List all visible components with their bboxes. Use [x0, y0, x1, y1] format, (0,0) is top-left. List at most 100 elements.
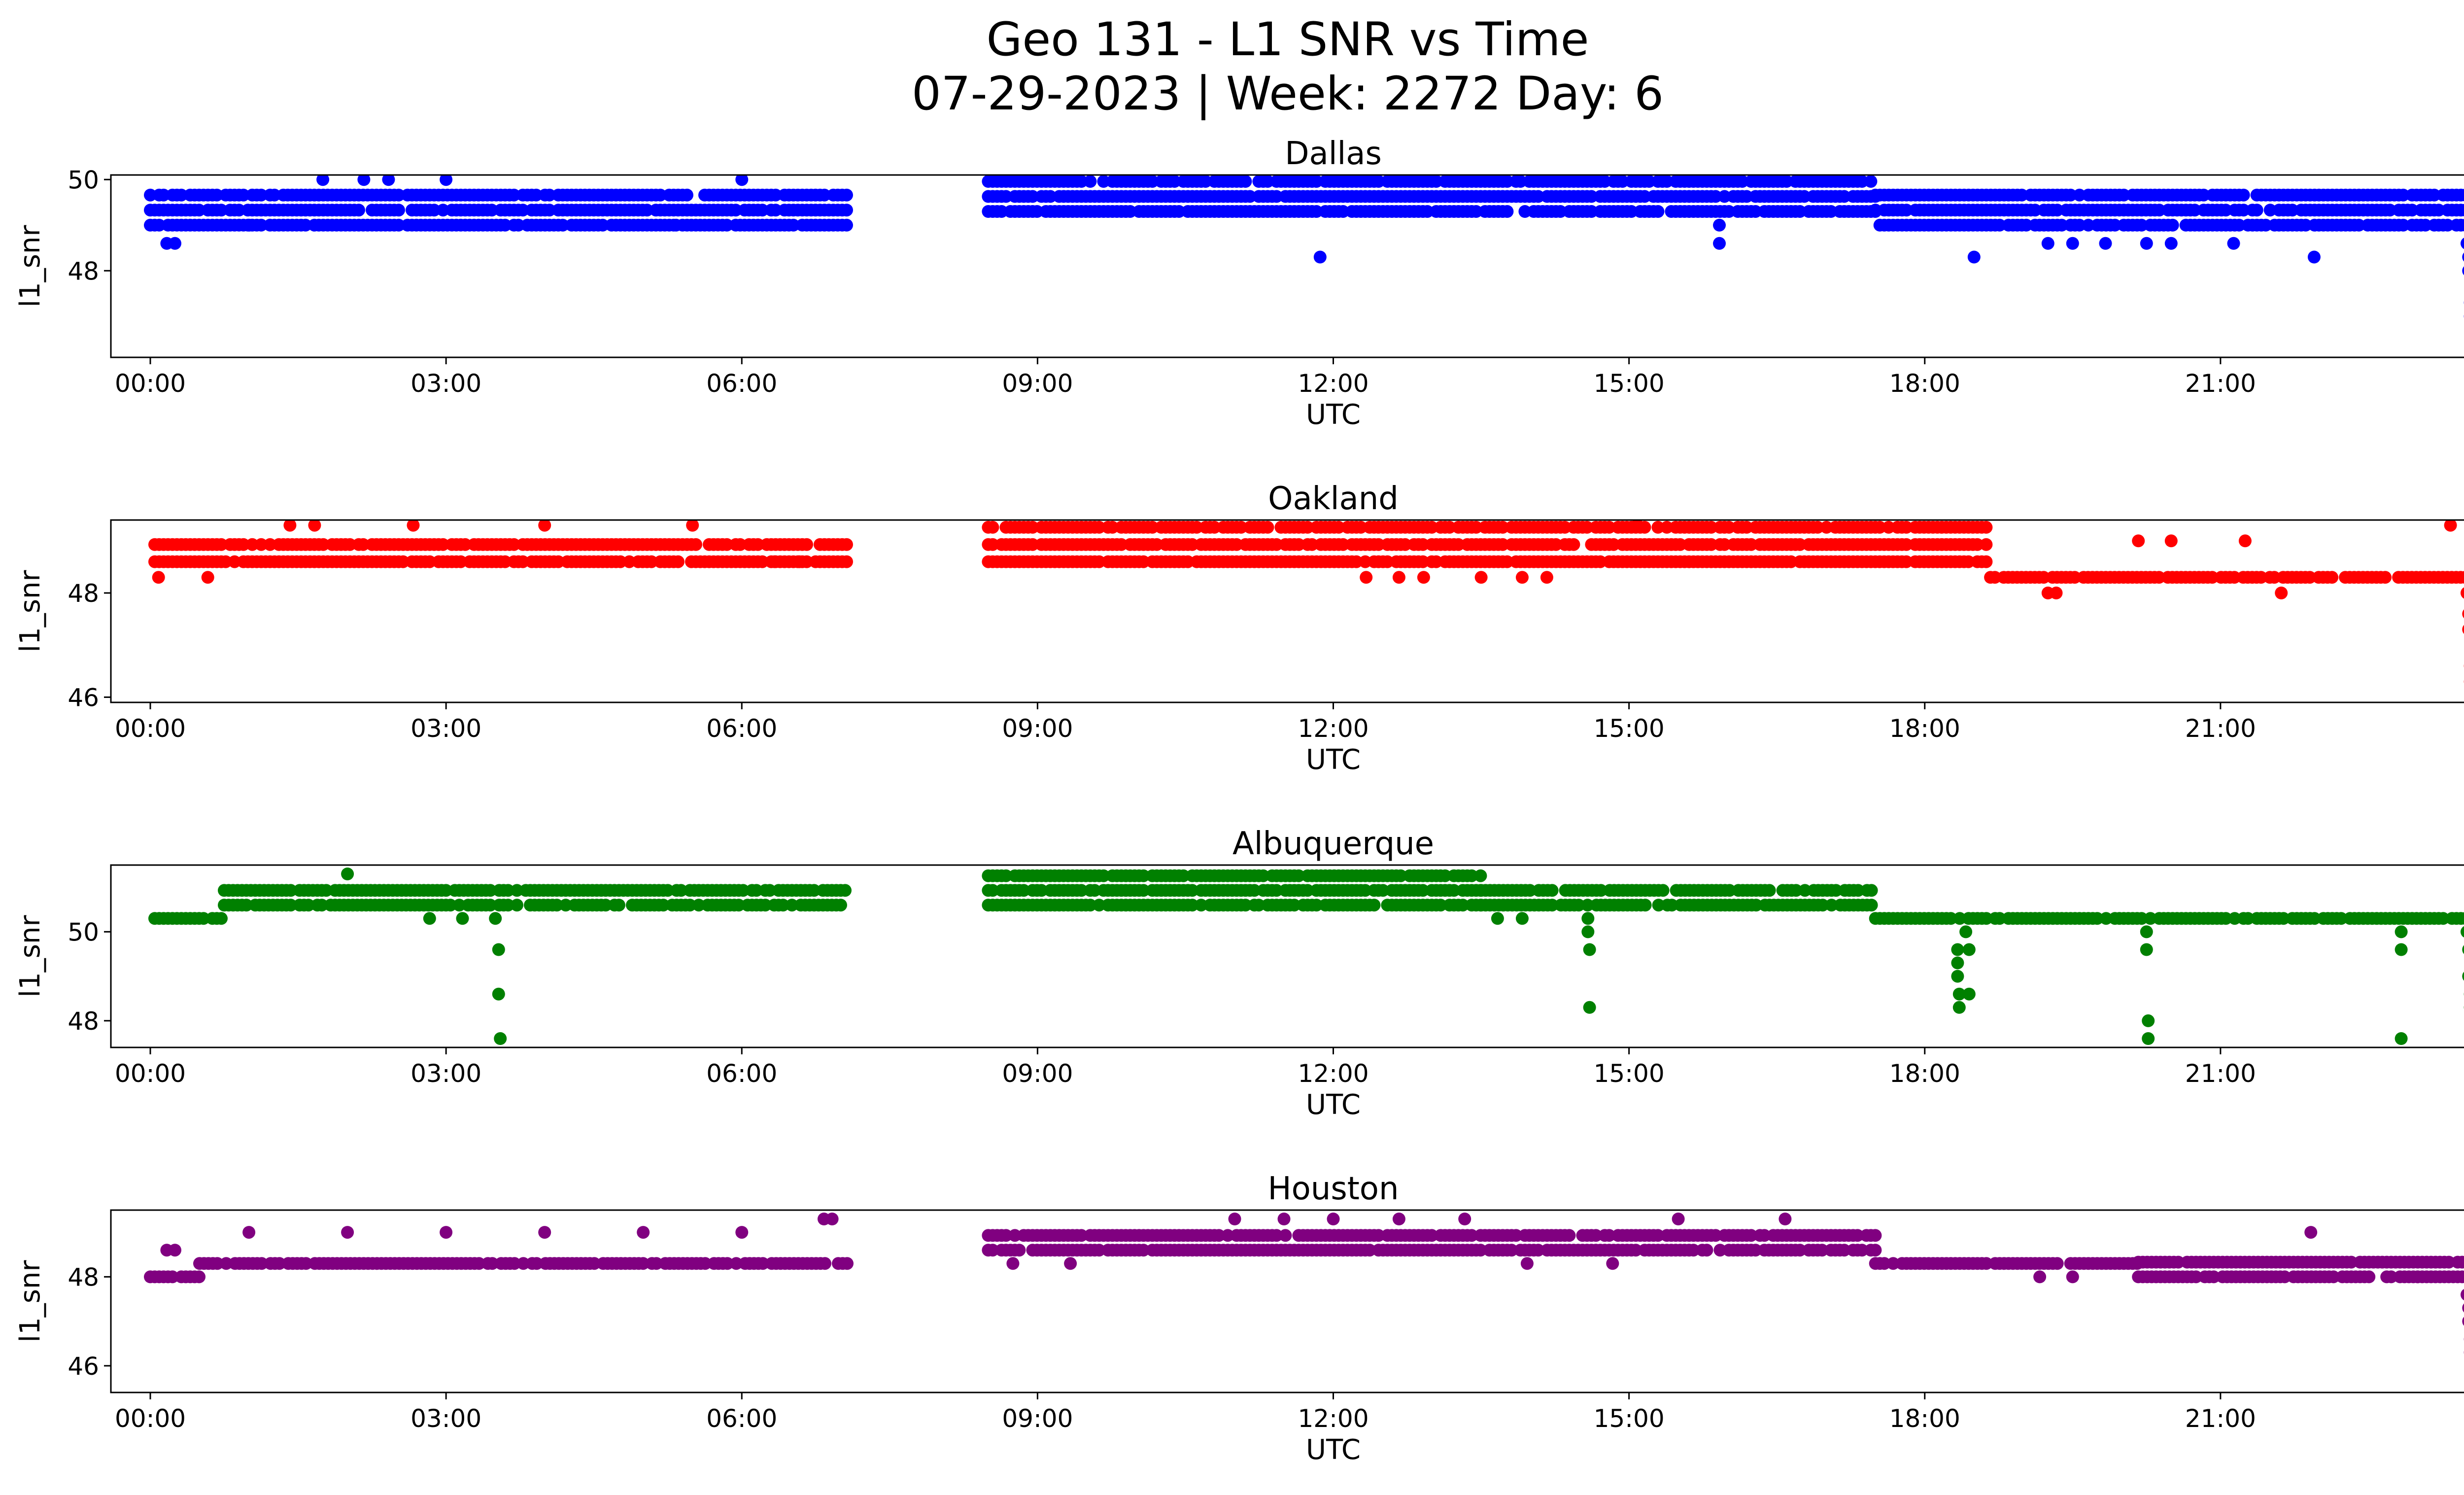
data-point	[559, 899, 572, 912]
data-point	[2396, 218, 2410, 232]
x-tick-label: 06:00	[706, 369, 777, 398]
data-point	[494, 1032, 507, 1045]
data-point	[233, 204, 245, 217]
data-point	[492, 943, 505, 956]
data-point	[1363, 1244, 1376, 1257]
data-point	[2232, 218, 2246, 232]
x-tick-label: 06:00	[706, 1059, 777, 1088]
data-point	[1372, 538, 1385, 551]
data-point	[777, 899, 789, 912]
data-point	[2278, 1270, 2292, 1284]
data-point	[1252, 899, 1266, 912]
data-point	[2395, 943, 2408, 956]
data-point	[2197, 188, 2210, 202]
data-point	[1470, 205, 1483, 218]
data-point	[1137, 884, 1150, 897]
data-point	[1581, 899, 1594, 912]
data-point	[1749, 899, 1763, 912]
data-point	[657, 899, 670, 912]
data-point	[316, 175, 330, 186]
data-point	[317, 538, 330, 551]
data-point	[556, 218, 569, 232]
data-point	[1368, 899, 1381, 912]
data-point	[1585, 205, 1598, 218]
data-point	[2334, 912, 2348, 925]
data-point	[756, 555, 769, 568]
data-point	[1372, 1229, 1385, 1242]
data-point	[841, 1257, 854, 1270]
data-point	[1443, 521, 1456, 534]
data-point	[825, 1213, 839, 1225]
data-point	[1093, 521, 1106, 534]
data-point	[2142, 1032, 2155, 1045]
data-point	[1665, 899, 1678, 912]
x-tick-label: 12:00	[1298, 1404, 1369, 1433]
data-point	[352, 204, 365, 217]
subplot-title: Albuquerque	[1232, 826, 1434, 862]
data-point	[2108, 218, 2122, 232]
data-point	[672, 555, 684, 568]
data-point	[2037, 571, 2051, 584]
data-point	[2436, 912, 2450, 925]
data-point	[1372, 175, 1385, 188]
data-point	[1438, 869, 1452, 882]
data-point	[1672, 1213, 1685, 1225]
data-point	[1075, 884, 1088, 897]
data-point	[1651, 205, 1665, 218]
x-tick-label: 00:00	[115, 1404, 186, 1433]
data-point	[734, 538, 747, 551]
data-point	[2307, 250, 2321, 264]
data-point	[1951, 970, 1964, 983]
data-point	[1360, 571, 1373, 584]
data-point	[219, 555, 232, 568]
data-point	[320, 884, 333, 897]
scatter-points	[144, 175, 2464, 318]
data-point	[538, 520, 551, 532]
data-point	[1594, 884, 1608, 897]
data-point	[763, 884, 776, 897]
data-point	[1962, 555, 1975, 568]
data-point	[1660, 521, 1674, 534]
data-point	[1651, 1229, 1665, 1242]
data-point	[1177, 869, 1190, 882]
data-point	[2050, 587, 2063, 599]
data-point	[1549, 538, 1563, 551]
data-point	[1313, 250, 1327, 264]
data-point	[729, 204, 742, 217]
data-point	[1288, 899, 1301, 912]
data-point	[357, 538, 370, 551]
data-point	[1567, 538, 1580, 551]
data-point	[1044, 190, 1057, 203]
data-point	[1030, 205, 1044, 218]
data-point	[999, 869, 1013, 882]
data-point	[502, 884, 514, 897]
x-tick-label: 21:00	[2185, 1059, 2256, 1088]
data-point	[2207, 1270, 2221, 1284]
data-point	[343, 538, 356, 551]
data-point	[1310, 175, 1323, 188]
data-point	[1660, 175, 1674, 188]
data-point	[2303, 571, 2317, 584]
data-point	[382, 175, 395, 186]
y-tick-label: 50	[68, 166, 99, 194]
data-point	[1416, 884, 1430, 897]
data-point	[1554, 205, 1567, 218]
data-point	[1124, 205, 1137, 218]
data-point	[1638, 190, 1651, 203]
x-tick-label: 15:00	[1594, 1059, 1665, 1088]
data-point	[2153, 204, 2166, 217]
data-point	[2228, 571, 2241, 584]
data-point	[759, 899, 772, 912]
data-point	[2019, 218, 2033, 232]
data-point	[995, 205, 1008, 218]
data-point	[1572, 899, 1585, 912]
data-point	[1115, 538, 1128, 551]
data-point	[1869, 1244, 1882, 1257]
data-point	[1392, 571, 1405, 584]
data-point	[1359, 555, 1372, 568]
data-point	[769, 204, 782, 217]
x-axis-label: UTC	[1306, 744, 1361, 776]
data-point	[255, 1257, 268, 1270]
y-axis-label: l1_snr	[14, 225, 46, 308]
data-point	[2228, 912, 2241, 925]
